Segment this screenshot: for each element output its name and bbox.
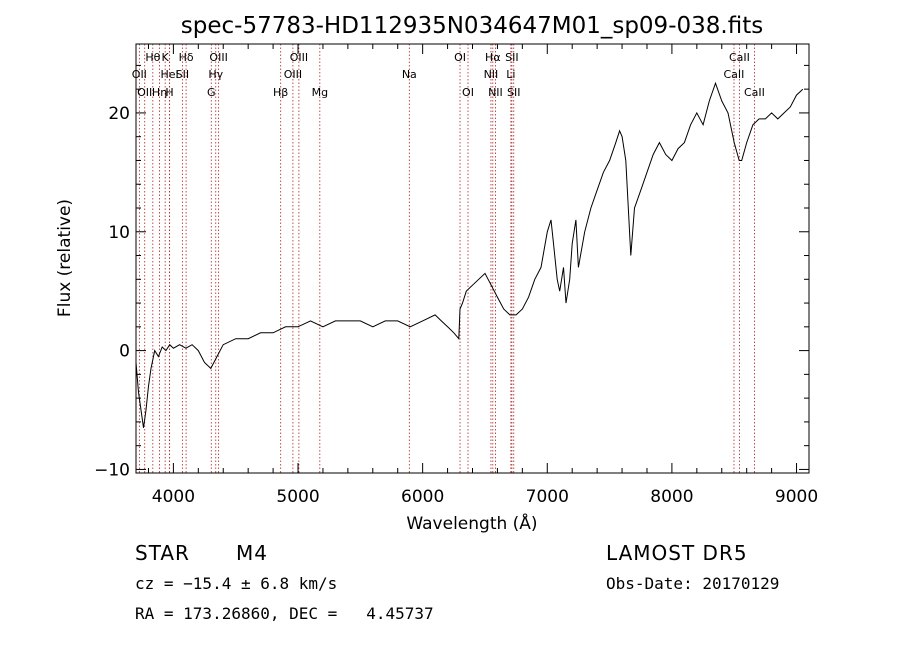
spectrum-line xyxy=(135,81,804,428)
line-label-19: NII xyxy=(484,68,499,81)
redshift-readout: cz = −15.4 ± 6.8 km/s xyxy=(135,574,338,593)
line-label-25: CaII xyxy=(724,68,745,81)
line-label-21: NII xyxy=(488,86,503,99)
line-label-15: Mg xyxy=(312,86,328,99)
object-subclass: M4 xyxy=(236,541,268,565)
line-label-18: OI xyxy=(462,86,474,99)
x-axis-ticks: 4000 5000 6000 7000 8000 9000 xyxy=(147,44,818,507)
line-label-12: Hβ xyxy=(273,86,288,99)
line-label-20: Hα xyxy=(485,51,501,64)
object-class: STAR xyxy=(135,541,190,565)
coordinates-readout: RA = 173.26860, DEC = 4.45737 xyxy=(135,604,434,623)
y-axis-ticks: −10 0 10 20 xyxy=(94,64,809,480)
x-tick-label-5: 9000 xyxy=(775,487,818,507)
chart-title: spec-57783-HD112935N034647M01_sp09-038.f… xyxy=(181,13,763,39)
line-label-16: Na xyxy=(402,68,417,81)
x-tick-label-4: 8000 xyxy=(650,487,693,507)
line-label-24: SII xyxy=(507,86,520,99)
line-label-4: K xyxy=(162,51,170,64)
y-tick-label-1: 0 xyxy=(119,342,130,362)
line-label-27: CaII xyxy=(744,86,765,99)
plot-frame xyxy=(135,43,810,474)
line-label-0: OII xyxy=(132,68,147,81)
line-label-3: Hη xyxy=(152,86,167,99)
x-tick-label-2: 6000 xyxy=(401,487,444,507)
line-label-10: Hγ xyxy=(208,68,223,81)
line-label-1: OII xyxy=(137,86,152,99)
line-label-2: Hθ xyxy=(145,51,160,64)
x-tick-label-3: 7000 xyxy=(526,487,569,507)
line-label-14: OIII xyxy=(290,51,308,64)
spectral-line-labels: OIIOIIHθHηKHHeISIIHδGHγOIIIHβOIIIOIIIMgN… xyxy=(132,51,765,99)
observation-date: Obs-Date: 20170129 xyxy=(606,574,780,593)
line-label-11: OIII xyxy=(209,51,227,64)
line-label-9: G xyxy=(207,86,216,99)
survey-name: LAMOST DR5 xyxy=(606,541,748,565)
line-label-6: HeI xyxy=(161,68,179,81)
line-label-26: CaII xyxy=(729,51,750,64)
line-label-23: SII xyxy=(505,51,518,64)
y-tick-label-3: 20 xyxy=(108,104,130,124)
y-tick-label-0: −10 xyxy=(94,460,130,480)
spectral-line-markers xyxy=(138,44,755,473)
x-tick-label-0: 4000 xyxy=(152,487,195,507)
y-axis-label: Flux (relative) xyxy=(55,199,75,317)
line-label-7: SII xyxy=(176,68,189,81)
line-label-22: Li xyxy=(506,68,515,81)
x-tick-label-1: 5000 xyxy=(276,487,319,507)
line-label-17: OI xyxy=(454,51,466,64)
x-axis-label: Wavelength (Å) xyxy=(406,512,537,534)
y-tick-label-2: 10 xyxy=(108,223,130,243)
line-label-13: OIII xyxy=(284,68,302,81)
line-label-8: Hδ xyxy=(179,51,194,64)
line-label-5: H xyxy=(165,86,173,99)
